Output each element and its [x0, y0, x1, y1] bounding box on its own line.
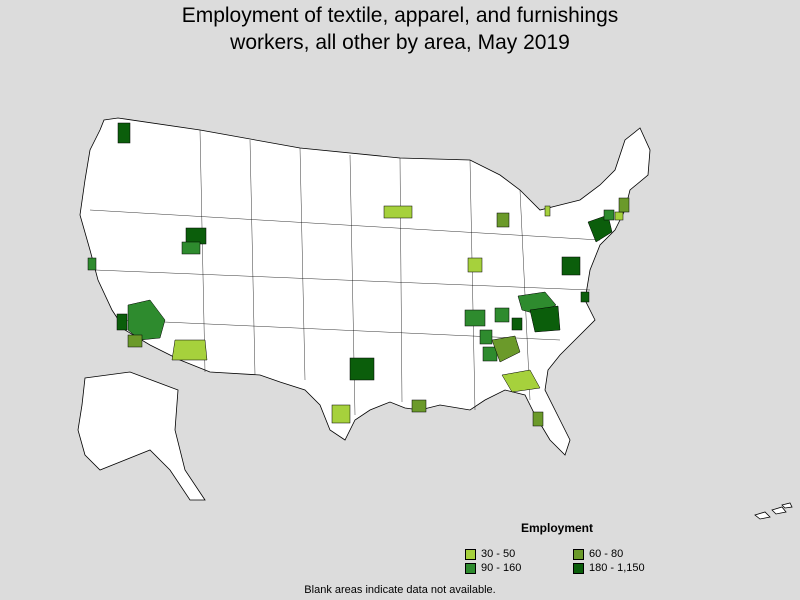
legend-label: 60 - 80	[589, 548, 624, 560]
alaska	[77, 371, 206, 501]
legend-label: 30 - 50	[481, 548, 516, 560]
legend-swatch	[465, 562, 476, 574]
title-line-2: workers, all other by area, May 2019	[230, 31, 570, 54]
legend-label: 90 - 160	[481, 562, 522, 574]
map-title: Employment of textile, apparel, and furn…	[0, 2, 800, 56]
legend-item-30-50: 30 - 50	[465, 548, 515, 560]
legend-title: Employment	[521, 521, 594, 535]
legend-swatch	[573, 548, 584, 560]
legend-label: 180 - 1,150	[589, 562, 645, 574]
hawaii	[754, 502, 793, 520]
footnote: Blank areas indicate data not available.	[304, 584, 496, 596]
colored-areas	[87, 122, 630, 427]
legend-item-60-80: 60 - 80	[573, 548, 623, 560]
legend-swatch	[465, 548, 476, 560]
title-line-1: Employment of textile, apparel, and furn…	[181, 4, 619, 27]
legend-item-90-160: 90 - 160	[465, 562, 521, 574]
legend-swatch	[573, 562, 584, 574]
legend-item-180-1150: 180 - 1,150	[573, 562, 645, 574]
